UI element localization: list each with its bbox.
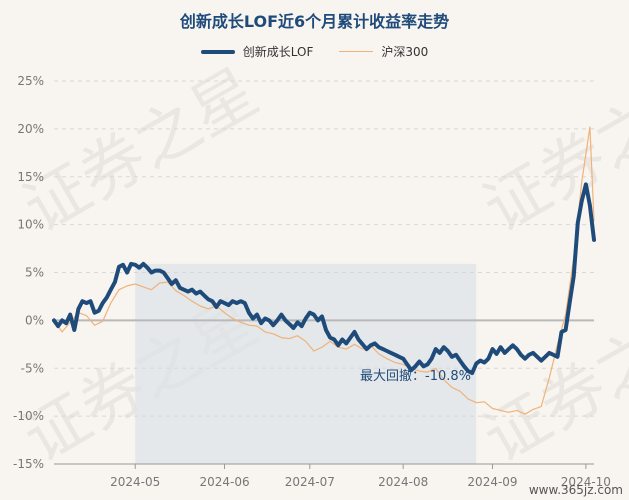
legend-swatch-fund bbox=[200, 49, 235, 54]
y-tick-label: 10% bbox=[17, 218, 44, 232]
y-tick-label: 5% bbox=[25, 266, 44, 280]
legend-item-index[interactable]: 沪深300 bbox=[339, 43, 428, 60]
x-tick-label: 2024-10 bbox=[561, 475, 611, 489]
x-tick-label: 2024-07 bbox=[285, 475, 335, 489]
legend-label-index: 沪深300 bbox=[381, 45, 429, 59]
y-tick-label: 20% bbox=[17, 122, 44, 136]
y-tick-label: -5% bbox=[21, 361, 44, 375]
y-tick-label: -10% bbox=[13, 409, 44, 423]
series-line-fund bbox=[52, 182, 596, 375]
y-tick-label: 15% bbox=[17, 170, 44, 184]
series-line-index bbox=[53, 126, 595, 415]
source-watermark: www.365jz.com bbox=[528, 483, 623, 497]
legend-swatch-index bbox=[339, 51, 374, 52]
legend-item-fund[interactable]: 创新成长LOF bbox=[200, 43, 314, 60]
x-tick-label: 2024-06 bbox=[199, 475, 249, 489]
y-tick-label: 25% bbox=[17, 74, 44, 88]
y-tick-label: 0% bbox=[25, 313, 44, 327]
y-tick-label: -15% bbox=[13, 457, 44, 471]
legend-label-fund: 创新成长LOF bbox=[242, 45, 314, 59]
x-tick-label: 2024-09 bbox=[467, 475, 517, 489]
chart-title: 创新成长LOF近6个月累计收益率走势 bbox=[179, 12, 450, 31]
x-tick-label: 2024-08 bbox=[378, 475, 428, 489]
x-tick-label: 2024-05 bbox=[110, 475, 160, 489]
max-drawdown-label: 最大回撤：-10.8% bbox=[360, 368, 471, 384]
legend: 创新成长LOF 沪深300 bbox=[0, 43, 629, 60]
